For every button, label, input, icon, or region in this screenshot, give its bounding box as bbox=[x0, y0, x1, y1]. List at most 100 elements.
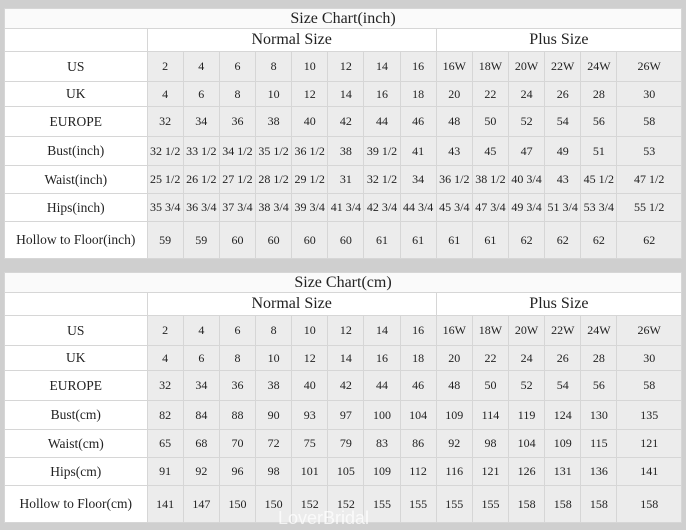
size-cell: 2 bbox=[146, 51, 184, 82]
size-cell: 6 bbox=[182, 345, 220, 371]
row-label: Hollow to Floor(cm) bbox=[4, 485, 148, 523]
size-cell: 51 3/4 bbox=[544, 193, 582, 222]
size-cell: 56 bbox=[580, 106, 618, 137]
size-cell: 82 bbox=[146, 400, 184, 430]
size-cell: 34 1/2 bbox=[218, 136, 257, 166]
size-cell: 28 bbox=[580, 81, 618, 107]
size-cell: 18W bbox=[471, 315, 510, 346]
size-cell: 16 bbox=[363, 81, 401, 107]
size-cell: 50 bbox=[471, 106, 510, 137]
size-cell: 155 bbox=[435, 485, 473, 523]
size-cell: 114 bbox=[471, 400, 510, 430]
size-chart-cm: Size Chart(cm) Normal Size Plus Size US 2 4 6 8… bbox=[4, 272, 683, 523]
size-cell: 18 bbox=[399, 345, 437, 371]
size-cell: 10 bbox=[291, 315, 329, 346]
size-cell: 29 1/2 bbox=[291, 165, 329, 194]
table-row: EUROPE 32 34 36 38 40 42 44 46 48 50 52 54 56 58 bbox=[4, 370, 682, 401]
size-cell: 48 bbox=[435, 106, 473, 137]
size-cell: 53 bbox=[616, 136, 682, 166]
size-cell: 109 bbox=[435, 400, 473, 430]
corner-cell bbox=[4, 28, 148, 52]
size-cell: 41 3/4 bbox=[327, 193, 365, 222]
size-cell: 155 bbox=[399, 485, 437, 523]
table-row: Hips(inch) 35 3/4 36 3/4 37 3/4 38 3/4 39 3/4… bbox=[4, 193, 682, 222]
table-row: Hips(cm) 91 92 96 98 101 105 109 112 116 121 126 131… bbox=[4, 457, 682, 486]
chart-title: Size Chart(cm) bbox=[4, 272, 682, 293]
size-cell: 16 bbox=[399, 51, 437, 82]
table-row: UK 4 6 8 10 12 14 16 18 20 22 24 26 28 30 bbox=[4, 345, 682, 371]
size-cell: 61 bbox=[363, 221, 401, 259]
size-cell: 31 bbox=[327, 165, 365, 194]
size-cell: 30 bbox=[616, 345, 682, 371]
size-cell: 104 bbox=[399, 400, 437, 430]
size-cell: 14 bbox=[327, 345, 365, 371]
size-cell: 158 bbox=[616, 485, 682, 523]
table-row: EUROPE 32 34 36 38 40 42 44 46 48 50 52 54 56 58 bbox=[4, 106, 682, 137]
size-cell: 8 bbox=[255, 51, 293, 82]
size-cell: 26W bbox=[616, 51, 682, 82]
size-cell: 42 bbox=[327, 370, 365, 401]
row-label: UK bbox=[4, 81, 148, 107]
size-cell: 20W bbox=[508, 315, 546, 346]
size-cell: 36 3/4 bbox=[182, 193, 220, 222]
size-cell: 68 bbox=[182, 429, 220, 458]
size-cell: 26 1/2 bbox=[182, 165, 220, 194]
size-cell: 59 bbox=[182, 221, 220, 259]
size-cell: 53 3/4 bbox=[580, 193, 618, 222]
size-cell: 50 bbox=[471, 370, 510, 401]
size-chart-inch: Size Chart(inch) Normal Size Plus Size US 2 4… bbox=[4, 8, 683, 259]
size-cell: 35 1/2 bbox=[255, 136, 293, 166]
size-cell: 131 bbox=[544, 457, 582, 486]
size-cell: 20 bbox=[435, 345, 473, 371]
row-label: Bust(inch) bbox=[4, 136, 148, 166]
size-cell: 91 bbox=[146, 457, 184, 486]
size-cell: 16W bbox=[435, 315, 473, 346]
group-normal-size: Normal Size bbox=[146, 28, 437, 52]
size-cell: 18W bbox=[471, 51, 510, 82]
table-row: US 2 4 6 8 10 12 14 16 16W 18W 20W 22W 24W 26W bbox=[4, 51, 682, 82]
size-cell: 10 bbox=[255, 81, 293, 107]
size-cell: 22 bbox=[471, 345, 510, 371]
size-cell: 24W bbox=[580, 315, 618, 346]
table-row: Bust(cm) 82 84 88 90 93 97 100 104 109 114 119 124 13… bbox=[4, 400, 682, 430]
size-cell: 46 bbox=[399, 106, 437, 137]
size-cell: 155 bbox=[363, 485, 401, 523]
group-plus-size: Plus Size bbox=[435, 292, 683, 316]
size-cell: 109 bbox=[544, 429, 582, 458]
size-cell: 12 bbox=[327, 315, 365, 346]
size-cell: 59 bbox=[146, 221, 184, 259]
size-cell: 40 3/4 bbox=[507, 165, 546, 194]
size-cell: 54 bbox=[544, 106, 582, 137]
row-label: Waist(cm) bbox=[4, 429, 148, 458]
size-cell: 10 bbox=[291, 51, 329, 82]
row-label: US bbox=[4, 315, 148, 346]
size-cell: 22W bbox=[544, 51, 582, 82]
size-cell: 41 bbox=[399, 136, 437, 166]
size-cell: 4 bbox=[182, 315, 220, 346]
size-cell: 8 bbox=[218, 345, 257, 371]
size-cell: 26 bbox=[544, 345, 582, 371]
size-cell: 56 bbox=[580, 370, 618, 401]
table-row: Waist(cm) 65 68 70 72 75 79 83 86 92 98 104 109 115 12… bbox=[4, 429, 682, 458]
size-cell: 16W bbox=[435, 51, 473, 82]
size-cell: 83 bbox=[363, 429, 401, 458]
size-cell: 90 bbox=[255, 400, 293, 430]
size-cell: 100 bbox=[363, 400, 401, 430]
size-cell: 58 bbox=[616, 106, 682, 137]
size-cell: 28 1/2 bbox=[255, 165, 293, 194]
size-cell: 147 bbox=[182, 485, 220, 523]
size-cell: 35 3/4 bbox=[146, 193, 184, 222]
size-cell: 33 1/2 bbox=[182, 136, 220, 166]
size-cell: 45 3/4 bbox=[435, 193, 473, 222]
size-cell: 4 bbox=[182, 51, 220, 82]
size-cell: 152 bbox=[291, 485, 329, 523]
size-cell: 38 bbox=[255, 370, 293, 401]
size-cell: 116 bbox=[435, 457, 473, 486]
table-row: Bust(inch) 32 1/2 33 1/2 34 1/2 35 1/2 36 1/2… bbox=[4, 136, 682, 166]
size-cell: 40 bbox=[291, 106, 329, 137]
size-cell: 44 bbox=[363, 106, 401, 137]
row-label: EUROPE bbox=[4, 370, 148, 401]
size-cell: 34 bbox=[182, 370, 220, 401]
size-cell: 130 bbox=[580, 400, 618, 430]
size-cell: 2 bbox=[146, 315, 184, 346]
